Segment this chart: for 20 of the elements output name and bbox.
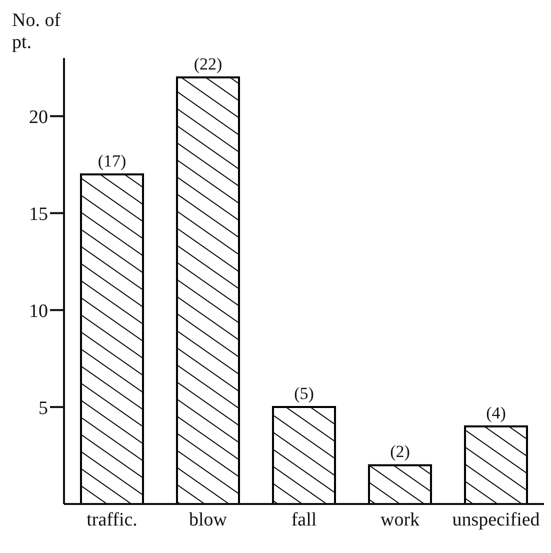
data-label: (2)	[390, 442, 410, 462]
bar	[464, 425, 528, 504]
x-tick-label: blow	[189, 509, 228, 530]
x-tick-label: traffic.	[86, 509, 138, 530]
bar	[176, 76, 240, 504]
y-tick-label: 10	[29, 300, 48, 322]
x-tick-label: unspecified	[452, 509, 540, 530]
data-label: (17)	[98, 151, 126, 170]
y-tick-label: 15	[29, 204, 48, 225]
x-tick-label: work	[380, 509, 420, 530]
x-tick-label: fall	[291, 509, 317, 530]
bar	[80, 173, 144, 504]
bar	[272, 406, 336, 504]
y-tick-label: 5	[38, 398, 48, 419]
data-label: (5)	[294, 384, 314, 404]
y-tick-label: 20	[29, 106, 48, 128]
data-label: (22)	[194, 54, 222, 74]
y-axis-title: No. of pt.	[12, 10, 62, 54]
data-label: (4)	[486, 403, 506, 422]
bar	[368, 464, 432, 504]
